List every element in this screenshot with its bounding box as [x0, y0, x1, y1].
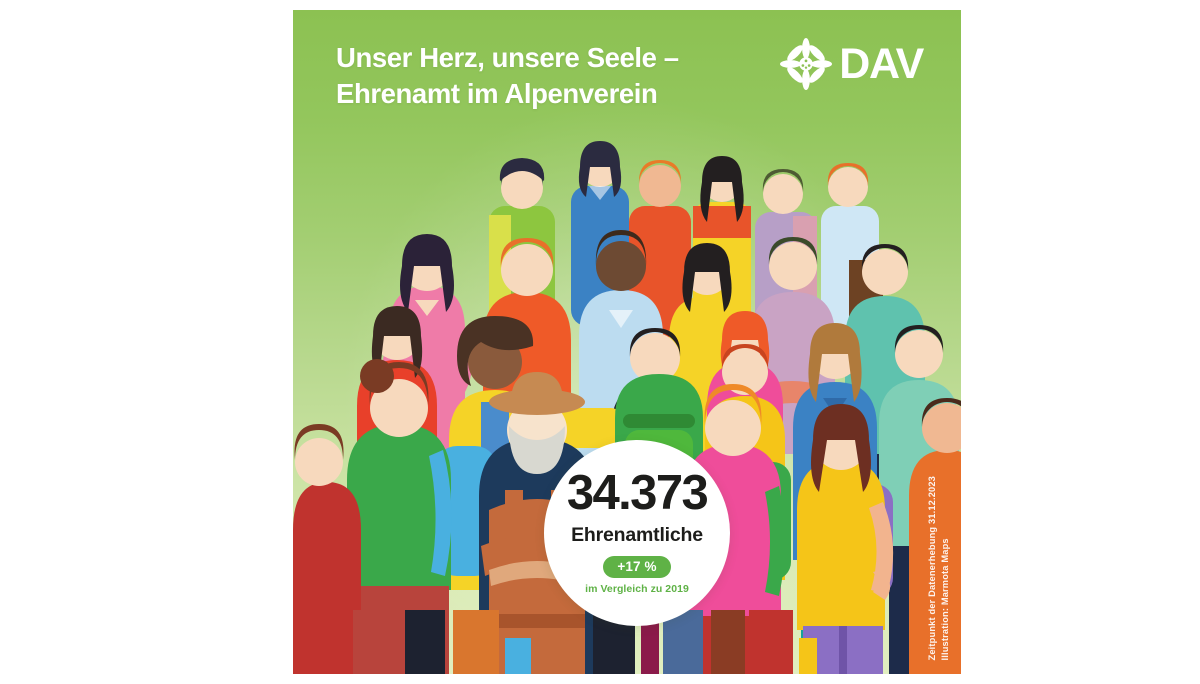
statistic-value: 34.373: [566, 466, 709, 520]
change-badge: +17 %: [603, 556, 671, 578]
statistic-badge: 34.373 Ehrenamtliche +17 % im Vergleich …: [544, 440, 730, 626]
page-title: Unser Herz, unsere Seele – Ehrenamt im A…: [336, 40, 756, 112]
dav-logo: DAV: [780, 38, 924, 90]
headline-line-1: Unser Herz, unsere Seele –: [336, 42, 679, 73]
edelweiss-icon: [780, 38, 833, 90]
infographic-poster: Unser Herz, unsere Seele – Ehrenamt im A…: [293, 10, 961, 674]
credit-text: Zeitpunkt der Datenerhebung 31.12.2023 I…: [926, 476, 952, 660]
statistic-label: Ehrenamtliche: [571, 524, 703, 546]
headline-line-2: Ehrenamt im Alpenverein: [336, 77, 658, 109]
dav-wordmark: DAV: [839, 39, 924, 88]
credit-illustration: Illustration: Marmota Maps: [939, 537, 950, 660]
credit-survey-date: Zeitpunkt der Datenerhebung 31.12.2023: [926, 475, 937, 660]
comparison-note: im Vergleich zu 2019: [585, 583, 689, 595]
